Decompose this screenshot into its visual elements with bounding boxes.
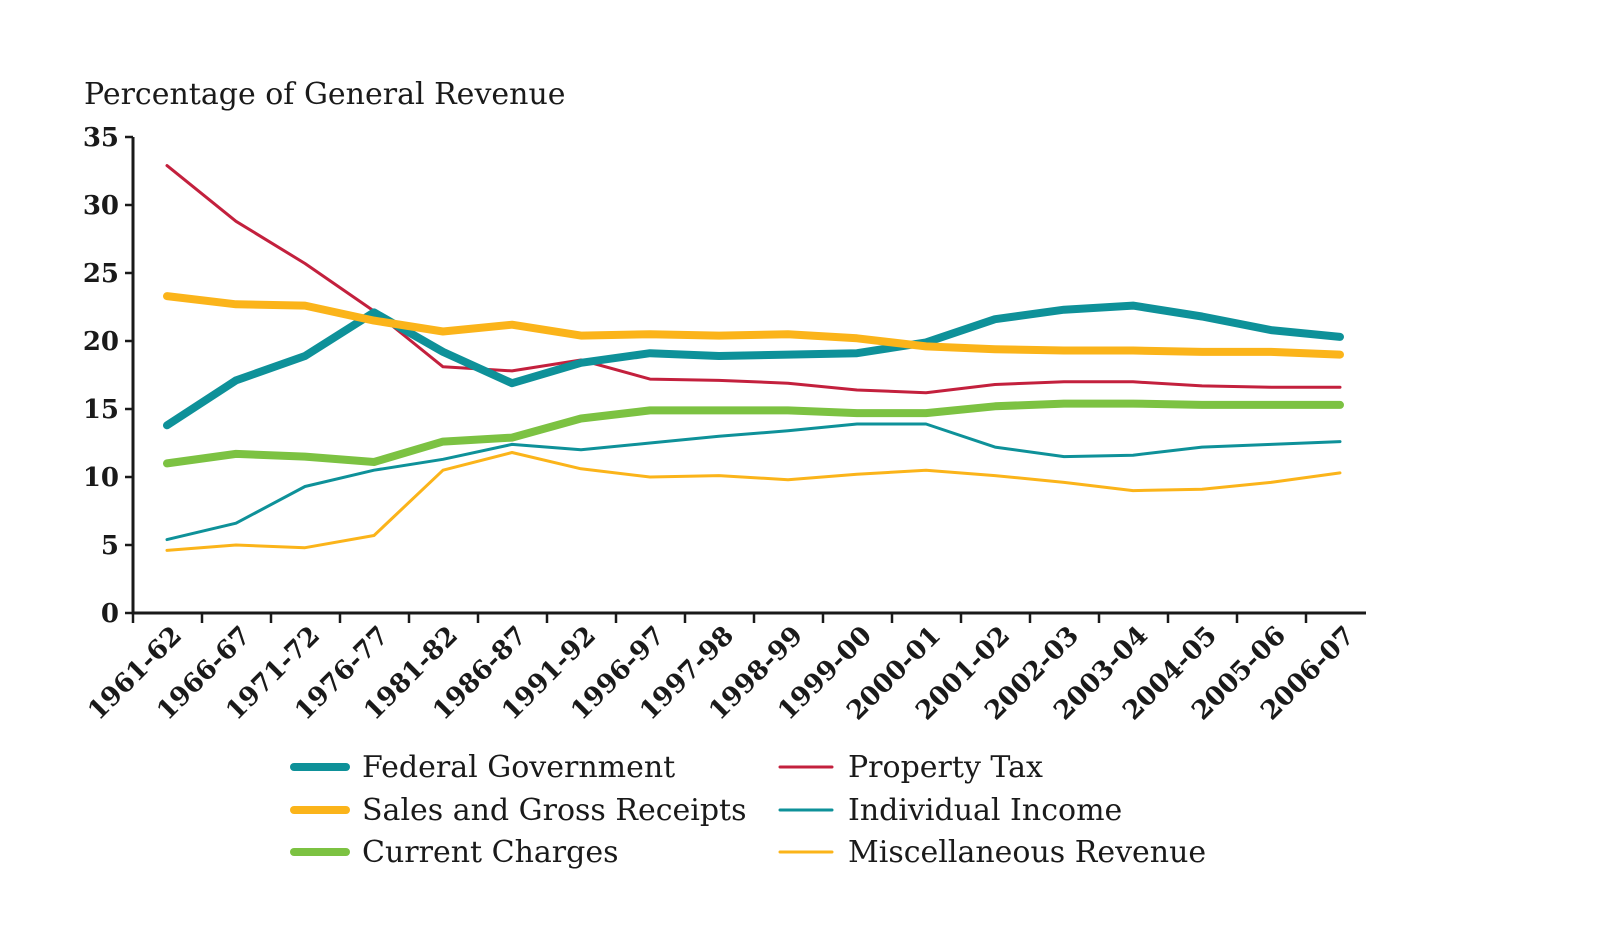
series-line-individual-income	[165, 422, 1342, 542]
y-tick-label: 20	[83, 327, 119, 357]
legend-label: Miscellaneous Revenue	[848, 835, 1206, 870]
series-line-sales-and-gross-receipts	[163, 292, 1344, 359]
legend-label: Current Charges	[362, 835, 618, 870]
y-tick-label: 0	[101, 599, 119, 629]
y-tick-label: 35	[83, 123, 119, 153]
y-tick-label: 30	[83, 191, 119, 221]
y-tick-label: 5	[101, 531, 119, 561]
legend-item: Miscellaneous Revenue	[778, 835, 1206, 870]
legend-item: Federal Government	[290, 750, 675, 785]
legend-label: Federal Government	[362, 750, 675, 785]
series-lines	[163, 164, 1344, 552]
x-ticks: 1961-621966-671971-721976-771981-821986-…	[82, 613, 1361, 726]
legend: Federal Government Sales and Gross Receip…	[290, 750, 1206, 870]
y-tick-label: 15	[83, 395, 119, 425]
legend-label: Property Tax	[848, 750, 1043, 785]
y-tick-label: 25	[83, 259, 119, 289]
legend-item: Current Charges	[290, 835, 618, 870]
y-ticks: 0 5 10 15 20 25 30 35	[83, 123, 133, 629]
legend-item: Individual Income	[778, 793, 1122, 828]
legend-item: Property Tax	[778, 750, 1043, 785]
legend-item: Sales and Gross Receipts	[290, 793, 747, 828]
series-line-miscellaneous-revenue	[165, 451, 1342, 552]
legend-label: Sales and Gross Receipts	[362, 793, 747, 828]
y-tick-label: 10	[83, 463, 119, 493]
series-line-current-charges	[163, 399, 1344, 468]
series-line-property-tax	[165, 164, 1342, 395]
legend-label: Individual Income	[848, 793, 1122, 828]
y-axis-title: Percentage of General Revenue	[84, 77, 566, 112]
axes	[131, 137, 1366, 615]
